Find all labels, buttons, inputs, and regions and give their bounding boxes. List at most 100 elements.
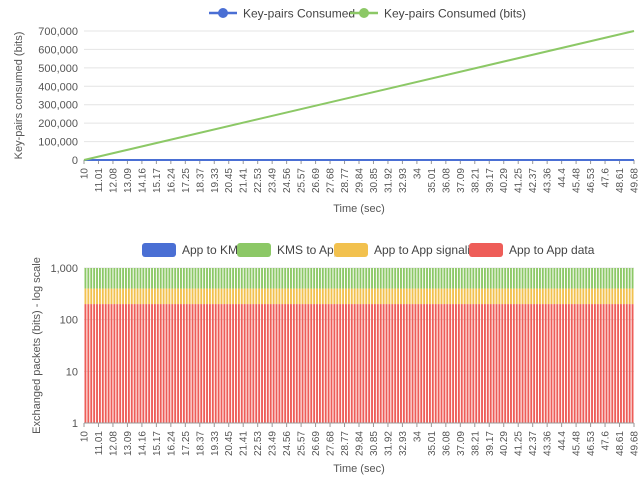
y-tick-label: 600,000 (38, 44, 78, 56)
bar-app-to-app-data (186, 304, 188, 423)
bar-stack (186, 268, 188, 423)
legend-marker (218, 8, 228, 18)
y-tick-label: 100 (60, 315, 78, 327)
bar-stack (319, 268, 321, 423)
x-tick-label: 39.17 (485, 168, 496, 193)
bar-app-to-app-signaling (525, 289, 527, 305)
bar-app-to-app-signaling (140, 289, 142, 305)
bar-app-to-app-data (626, 304, 628, 423)
bar-kms-to-app (383, 268, 385, 289)
bar-kms-to-app (397, 268, 399, 289)
bar-stack (548, 268, 550, 423)
bar-stack (478, 268, 480, 423)
bar-kms-to-app (351, 268, 353, 289)
bar-app-to-app-signaling (519, 289, 521, 305)
bar-app-to-app-signaling (287, 289, 289, 305)
x-tick-label: 35.01 (427, 168, 438, 193)
bar-stack (226, 268, 228, 423)
bar-app-to-app-signaling (614, 289, 616, 305)
bar-app-to-app-signaling (336, 289, 338, 305)
bar-app-to-app-signaling (608, 289, 610, 305)
bar-app-to-app-data (481, 304, 483, 423)
bar-kms-to-app (128, 268, 130, 289)
bar-app-to-app-signaling (189, 289, 191, 305)
x-axis-title: Time (sec) (333, 203, 385, 215)
bar-app-to-app-signaling (606, 289, 608, 305)
bar-app-to-app-signaling (441, 289, 443, 305)
bar-stack (336, 268, 338, 423)
bar-app-to-app-data (452, 304, 454, 423)
bar-kms-to-app (461, 268, 463, 289)
bar-stack (446, 268, 448, 423)
bar-kms-to-app (412, 268, 414, 289)
legend-item: App to App signaling (334, 243, 483, 257)
bar-app-to-app-signaling (475, 289, 477, 305)
bar-stack (357, 268, 359, 423)
bar-kms-to-app (588, 268, 590, 289)
bar-stack (331, 268, 333, 423)
bar-stack (328, 268, 330, 423)
bar-kms-to-app (446, 268, 448, 289)
bar-app-to-app-signaling (400, 289, 402, 305)
bar-stack (406, 268, 408, 423)
bar-kms-to-app (154, 268, 156, 289)
bar-stack (574, 268, 576, 423)
bar-stack (475, 268, 477, 423)
bar-stack (551, 268, 553, 423)
bar-kms-to-app (258, 268, 260, 289)
x-tick-label: 39.17 (485, 431, 496, 456)
x-tick-label: 21.41 (239, 168, 250, 193)
bar-app-to-app-data (122, 304, 124, 423)
bar-stack (119, 268, 121, 423)
bar-stack (307, 268, 309, 423)
bar-stack (464, 268, 466, 423)
bar-app-to-app-data (377, 304, 379, 423)
bar-kms-to-app (568, 268, 570, 289)
bar-stack (394, 268, 396, 423)
bar-stack (264, 268, 266, 423)
bar-kms-to-app (608, 268, 610, 289)
bar-app-to-app-signaling (461, 289, 463, 305)
bar-app-to-app-data (397, 304, 399, 423)
bar-app-to-app-data (293, 304, 295, 423)
bar-stack (472, 268, 474, 423)
bar-kms-to-app (307, 268, 309, 289)
bar-stack (594, 268, 596, 423)
bar-app-to-app-data (197, 304, 199, 423)
bar-app-to-app-data (331, 304, 333, 423)
bar-stack (493, 268, 495, 423)
bar-stack (374, 268, 376, 423)
bar-app-to-app-data (623, 304, 625, 423)
x-tick-label: 24.56 (282, 431, 293, 456)
bar-stack (252, 268, 254, 423)
bar-app-to-app-signaling (339, 289, 341, 305)
bar-app-to-app-data (102, 304, 104, 423)
bar-kms-to-app (429, 268, 431, 289)
bar-app-to-app-data (305, 304, 307, 423)
bar-kms-to-app (310, 268, 312, 289)
bar-stack (232, 268, 234, 423)
bar-stack (365, 268, 367, 423)
bar-stack (296, 268, 298, 423)
bar-stack (96, 268, 98, 423)
bar-stack (461, 268, 463, 423)
bar-app-to-app-signaling (166, 289, 168, 305)
bar-stack (420, 268, 422, 423)
bar-kms-to-app (536, 268, 538, 289)
bar-app-to-app-signaling (267, 289, 269, 305)
bar-app-to-app-signaling (380, 289, 382, 305)
bar-kms-to-app (113, 268, 115, 289)
bar-app-to-app-signaling (157, 289, 159, 305)
bar-stack (278, 268, 280, 423)
bar-kms-to-app (409, 268, 411, 289)
bar-stack (93, 268, 95, 423)
y-axis-title: Exchanged packets (bits) - log scale (31, 257, 43, 434)
bar-kms-to-app (458, 268, 460, 289)
y-tick-label: 300,000 (38, 100, 78, 112)
bar-app-to-app-signaling (553, 289, 555, 305)
bar-stack (568, 268, 570, 423)
bar-stack (200, 268, 202, 423)
bar-app-to-app-signaling (195, 289, 197, 305)
bar-app-to-app-data (90, 304, 92, 423)
